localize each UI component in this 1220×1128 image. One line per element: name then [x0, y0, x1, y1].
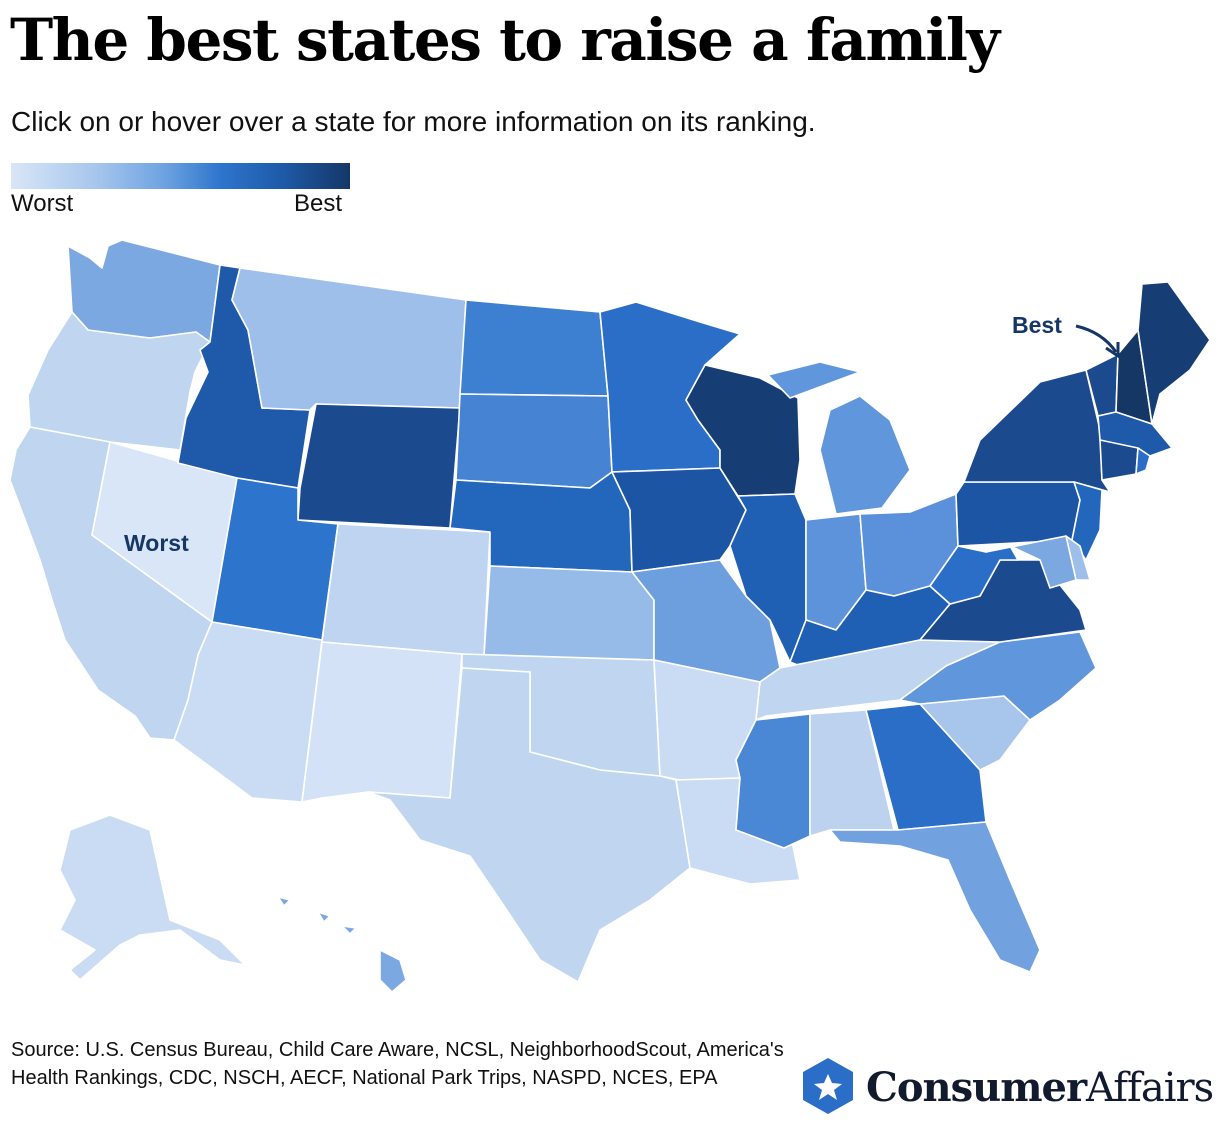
state-montana[interactable]	[231, 267, 467, 411]
state-iowa[interactable]	[611, 467, 747, 573]
state-north-carolina[interactable]	[899, 631, 1097, 721]
state-hawaii[interactable]	[277, 896, 407, 993]
state-west-virginia[interactable]	[929, 545, 1019, 605]
legend-color-scale	[11, 163, 350, 189]
state-florida[interactable]	[829, 821, 1041, 973]
consumeraffairs-logo[interactable]: ConsumerAffairs	[800, 1056, 1214, 1116]
subtitle: Click on or hover over a state for more …	[11, 106, 816, 137]
best-annotation: Best	[1012, 312, 1062, 338]
source-note: Source: U.S. Census Bureau, Child Care A…	[11, 1039, 784, 1089]
state-maine[interactable]	[1137, 281, 1211, 425]
state-illinois[interactable]	[729, 493, 807, 663]
state-wyoming[interactable]	[297, 403, 461, 529]
state-new-mexico[interactable]	[301, 641, 463, 803]
state-colorado[interactable]	[321, 523, 491, 657]
state-georgia[interactable]	[865, 703, 987, 831]
state-michigan[interactable]	[767, 361, 911, 515]
state-texas[interactable]	[367, 667, 691, 983]
state-rhode-island[interactable]	[1135, 447, 1151, 475]
logo-brand-bold: Consumer	[866, 1064, 1087, 1111]
state-north-dakota[interactable]	[459, 299, 609, 397]
state-connecticut[interactable]	[1099, 439, 1139, 481]
state-new-jersey[interactable]	[1071, 481, 1103, 561]
star-hexagon-icon	[803, 1058, 853, 1114]
logo-brand-light: Affairs	[1086, 1065, 1214, 1111]
worst-annotation: Worst	[124, 530, 189, 556]
state-maryland[interactable]	[985, 535, 1077, 589]
state-alaska[interactable]	[59, 814, 246, 981]
logo-wordmark: ConsumerAffairs	[866, 1064, 1214, 1111]
page-title: The best states to raise a family	[10, 6, 1000, 74]
us-map: Worst Best	[9, 239, 1211, 993]
state-south-dakota[interactable]	[455, 393, 613, 489]
legend-high-label: Best	[294, 190, 343, 217]
state-new-york[interactable]	[963, 369, 1111, 493]
state-washington[interactable]	[67, 239, 221, 343]
state-oregon[interactable]	[27, 311, 211, 451]
legend-low-label: Worst	[11, 190, 74, 217]
best-arrowhead-icon	[1105, 342, 1120, 359]
state-kansas[interactable]	[483, 565, 655, 661]
best-arrow-icon	[1075, 324, 1118, 353]
